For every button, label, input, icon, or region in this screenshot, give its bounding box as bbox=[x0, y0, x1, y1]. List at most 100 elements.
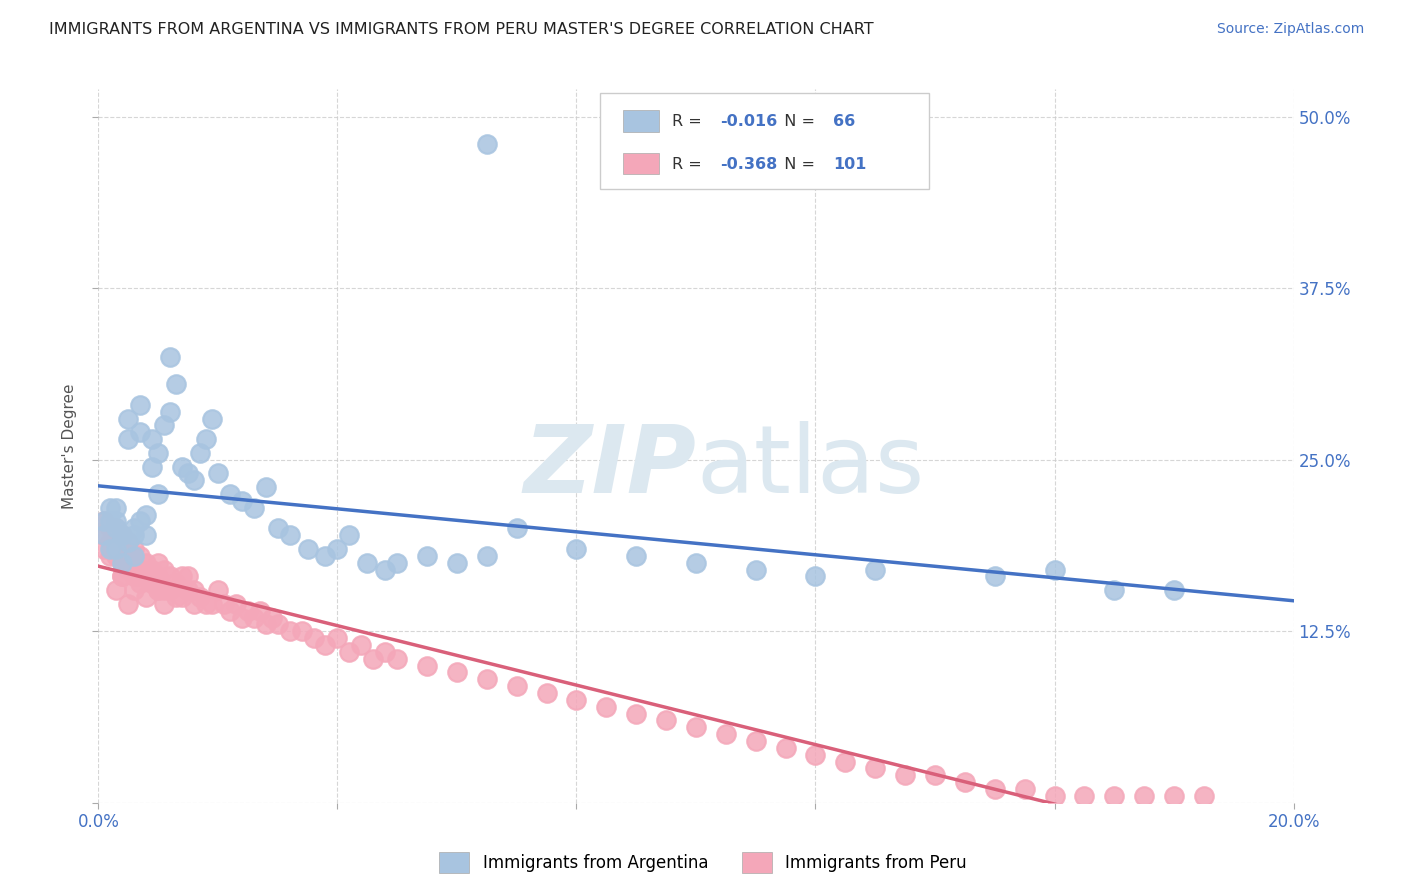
Point bbox=[243, 610, 266, 624]
Point bbox=[93, 528, 115, 542]
Point bbox=[141, 576, 163, 591]
Point bbox=[201, 411, 224, 425]
Text: N =: N = bbox=[773, 157, 820, 172]
Point bbox=[129, 425, 152, 440]
Point bbox=[183, 597, 205, 611]
Point bbox=[326, 631, 349, 645]
Point bbox=[148, 583, 170, 598]
Point bbox=[172, 590, 194, 604]
Point bbox=[124, 541, 146, 556]
Y-axis label: Master's Degree: Master's Degree bbox=[62, 384, 77, 508]
Point bbox=[446, 665, 468, 680]
Point bbox=[374, 562, 396, 576]
Point bbox=[207, 583, 229, 598]
Point bbox=[135, 556, 157, 570]
Text: -0.368: -0.368 bbox=[720, 157, 778, 172]
Point bbox=[105, 535, 128, 549]
FancyBboxPatch shape bbox=[600, 93, 929, 189]
Point bbox=[207, 467, 229, 481]
Point bbox=[260, 610, 283, 624]
Text: R =: R = bbox=[672, 157, 707, 172]
Point bbox=[195, 597, 218, 611]
Text: -0.016: -0.016 bbox=[720, 114, 778, 129]
Point bbox=[148, 583, 170, 598]
Point bbox=[124, 521, 146, 535]
Point bbox=[212, 597, 235, 611]
FancyBboxPatch shape bbox=[623, 153, 659, 175]
Point bbox=[231, 494, 253, 508]
Point bbox=[236, 604, 259, 618]
Point bbox=[117, 432, 139, 446]
Point bbox=[124, 569, 146, 583]
Point bbox=[363, 651, 385, 665]
Point bbox=[141, 432, 163, 446]
Point bbox=[714, 727, 737, 741]
Point bbox=[129, 569, 152, 583]
Point bbox=[745, 734, 768, 748]
Point bbox=[804, 569, 827, 583]
Point bbox=[135, 590, 157, 604]
Point bbox=[105, 515, 128, 529]
Point bbox=[195, 432, 218, 446]
Point bbox=[385, 651, 409, 665]
Point bbox=[315, 638, 337, 652]
Legend: Immigrants from Argentina, Immigrants from Peru: Immigrants from Argentina, Immigrants fr… bbox=[433, 846, 973, 880]
Text: N =: N = bbox=[773, 114, 820, 129]
Point bbox=[93, 515, 115, 529]
Point bbox=[326, 541, 349, 556]
Point bbox=[1043, 562, 1066, 576]
Point bbox=[93, 541, 115, 556]
FancyBboxPatch shape bbox=[623, 111, 659, 132]
Point bbox=[984, 569, 1007, 583]
Point bbox=[315, 549, 337, 563]
Point bbox=[93, 515, 115, 529]
Point bbox=[834, 755, 856, 769]
Point bbox=[339, 528, 361, 542]
Point bbox=[536, 686, 558, 700]
Point bbox=[98, 535, 122, 549]
Point bbox=[135, 569, 157, 583]
Point bbox=[98, 541, 122, 556]
Point bbox=[111, 569, 134, 583]
Point bbox=[124, 556, 146, 570]
Point bbox=[165, 590, 187, 604]
Point bbox=[1104, 583, 1126, 598]
Point bbox=[148, 487, 170, 501]
Point bbox=[416, 549, 439, 563]
Point bbox=[416, 658, 439, 673]
Point bbox=[188, 590, 211, 604]
Point bbox=[105, 549, 128, 563]
Point bbox=[98, 521, 122, 535]
Point bbox=[475, 673, 498, 687]
Point bbox=[278, 528, 301, 542]
Point bbox=[105, 583, 128, 598]
Point bbox=[159, 350, 181, 364]
Point bbox=[124, 549, 146, 563]
Point bbox=[225, 597, 247, 611]
Point bbox=[1014, 782, 1036, 797]
Point bbox=[148, 569, 170, 583]
Point bbox=[98, 515, 122, 529]
Point bbox=[865, 562, 887, 576]
Point bbox=[111, 556, 134, 570]
Point bbox=[984, 782, 1007, 797]
Text: atlas: atlas bbox=[696, 421, 924, 514]
Point bbox=[267, 617, 290, 632]
Point bbox=[105, 521, 128, 535]
Point bbox=[804, 747, 827, 762]
Point bbox=[685, 556, 707, 570]
Point bbox=[117, 535, 139, 549]
Point bbox=[159, 405, 181, 419]
Point bbox=[374, 645, 396, 659]
Point bbox=[267, 521, 290, 535]
Point bbox=[297, 541, 319, 556]
Point bbox=[350, 638, 373, 652]
Point bbox=[141, 459, 163, 474]
Text: 101: 101 bbox=[834, 157, 866, 172]
Point bbox=[172, 459, 194, 474]
Point bbox=[129, 562, 152, 576]
Point bbox=[291, 624, 314, 639]
Point bbox=[446, 556, 468, 570]
Text: R =: R = bbox=[672, 114, 707, 129]
Point bbox=[1104, 789, 1126, 803]
